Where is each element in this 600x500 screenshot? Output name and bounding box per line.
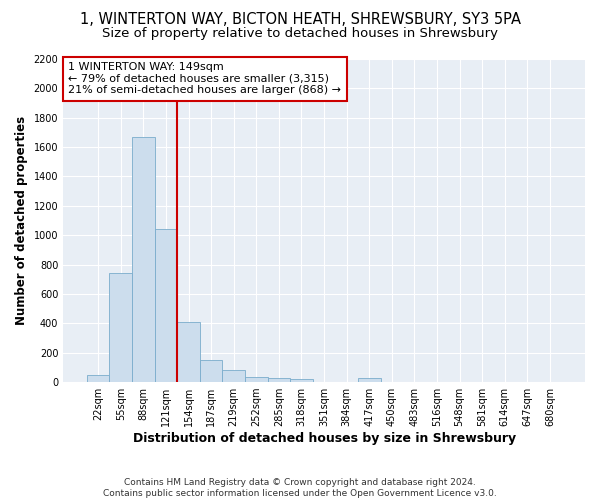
Bar — [87, 374, 109, 382]
Bar — [109, 272, 132, 382]
Bar — [358, 378, 380, 382]
Bar — [245, 376, 268, 382]
Bar — [223, 370, 245, 382]
Text: 1 WINTERTON WAY: 149sqm
← 79% of detached houses are smaller (3,315)
21% of semi: 1 WINTERTON WAY: 149sqm ← 79% of detache… — [68, 62, 341, 96]
Text: Contains HM Land Registry data © Crown copyright and database right 2024.
Contai: Contains HM Land Registry data © Crown c… — [103, 478, 497, 498]
Bar — [132, 137, 155, 382]
Bar — [200, 360, 223, 382]
Bar — [290, 379, 313, 382]
Text: 1, WINTERTON WAY, BICTON HEATH, SHREWSBURY, SY3 5PA: 1, WINTERTON WAY, BICTON HEATH, SHREWSBU… — [79, 12, 521, 28]
Text: Size of property relative to detached houses in Shrewsbury: Size of property relative to detached ho… — [102, 28, 498, 40]
Bar — [177, 322, 200, 382]
X-axis label: Distribution of detached houses by size in Shrewsbury: Distribution of detached houses by size … — [133, 432, 515, 445]
Y-axis label: Number of detached properties: Number of detached properties — [15, 116, 28, 325]
Bar — [268, 378, 290, 382]
Bar — [155, 230, 177, 382]
